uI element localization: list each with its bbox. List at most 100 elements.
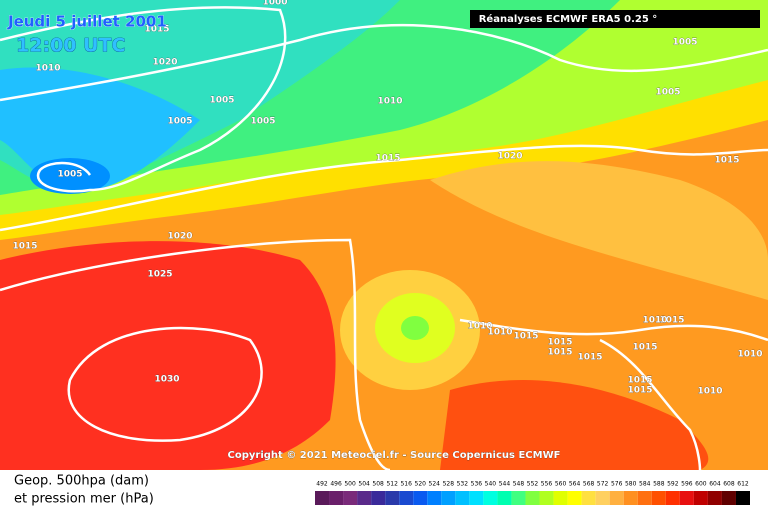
isobar-label: 1005 [672, 38, 697, 48]
isobar-label: 1010 [697, 387, 722, 397]
scale-tick-label: 600 [695, 481, 707, 488]
field-cutoff-green [401, 316, 429, 340]
scale-swatch [665, 491, 680, 505]
isobar-label: 1005 [209, 96, 234, 106]
scale-tick-label: 560 [555, 481, 567, 488]
scale-tick-label: 556 [541, 481, 553, 488]
scale-tick-label: 508 [372, 481, 384, 488]
scale-tick-label: 568 [583, 481, 595, 488]
scale-tick-label: 604 [709, 481, 721, 488]
copyright: Copyright © 2021 Meteociel.fr - Source C… [228, 450, 561, 461]
scale-tick-label: 584 [639, 481, 651, 488]
time-label: 12:00 UTC [16, 35, 125, 57]
legend-line1: Geop. 500hpa (dam) [14, 474, 149, 489]
scale-tick-label: 588 [653, 481, 665, 488]
scale-swatch [385, 491, 400, 505]
isobar-label: 1025 [147, 270, 172, 280]
isobar-label: 1010 [35, 64, 60, 74]
scale-swatch [497, 491, 512, 505]
isobar-label: 1015 [12, 242, 37, 252]
field-darkorange [440, 380, 709, 470]
isobar-label: 1005 [250, 117, 275, 127]
isobar-label: 1010 [467, 322, 492, 332]
scale-swatch [525, 491, 540, 505]
scale-swatch [679, 491, 694, 505]
scale-swatch [483, 491, 498, 505]
scale-swatch [707, 491, 722, 505]
scale-tick-label: 520 [415, 481, 427, 488]
isobar-label: 1015 [659, 316, 684, 326]
scale-tick-label: 592 [667, 481, 679, 488]
scale-tick-label: 524 [429, 481, 441, 488]
isobar-label: 1005 [57, 170, 82, 180]
isobar-label: 1015 [375, 154, 400, 164]
scale-swatch [609, 491, 624, 505]
scale-swatch [693, 491, 708, 505]
isobar-label: 1015 [547, 348, 572, 358]
scale-swatch [413, 491, 428, 505]
scale-tick-label: 552 [527, 481, 539, 488]
scale-swatch [623, 491, 638, 505]
scale-swatch [651, 491, 666, 505]
scale-tick-label: 576 [611, 481, 623, 488]
scale-tick-label: 492 [316, 481, 328, 488]
isobar-label: 1015 [632, 343, 657, 353]
scale-swatch [357, 491, 372, 505]
scale-swatch [399, 491, 414, 505]
scale-swatch [553, 491, 568, 505]
scale-swatch [441, 491, 456, 505]
scale-tick-label: 612 [737, 481, 749, 488]
isobar-label: 1000 [262, 0, 287, 8]
isobar-label: 1015 [714, 156, 739, 166]
isobar-label: 1020 [497, 152, 522, 162]
scale-tick-label: 608 [723, 481, 735, 488]
color-scale: 492 496 500 504 508 512 516 520 524 528 532 536 540 5… [315, 481, 750, 505]
scale-tick-label: 496 [330, 481, 342, 488]
legend-line2: et pression mer (hPa) [14, 492, 154, 507]
scale-swatch [455, 491, 470, 505]
isobar-label: 1015 [547, 338, 572, 348]
scale-tick-label: 596 [681, 481, 693, 488]
field-blue [30, 158, 110, 194]
scale-swatch [637, 491, 652, 505]
isobar-label: 1015 [513, 332, 538, 342]
scale-tick-label: 528 [443, 481, 455, 488]
isobar-label: 1020 [152, 58, 177, 68]
scale-swatch [721, 491, 736, 505]
isobar-label: 1005 [655, 88, 680, 98]
isobar-label: 1030 [154, 375, 179, 385]
date-label: Jeudi 5 juillet 2001 [7, 13, 167, 31]
isobar-label: 1015 [577, 353, 602, 363]
isobars [0, 6, 768, 472]
scale-tick-label: 540 [485, 481, 497, 488]
scale-tick-label: 500 [344, 481, 356, 488]
field-lightorange [430, 161, 768, 300]
scale-tick-label: 580 [625, 481, 637, 488]
scale-tick-label: 564 [569, 481, 581, 488]
source-box [470, 10, 760, 28]
scale-swatch [567, 491, 582, 505]
scale-tick-label: 572 [597, 481, 609, 488]
scale-swatch [539, 491, 554, 505]
scale-swatch [511, 491, 526, 505]
scale-swatch [329, 491, 344, 505]
scale-tick-label: 516 [400, 481, 412, 488]
isobar-label: 1010 [642, 316, 667, 326]
isobar-label: 1010 [377, 97, 402, 107]
scale-tick-label: 548 [513, 481, 525, 488]
field-red [0, 241, 336, 470]
isobar-label: 1015 [627, 376, 652, 386]
scale-tick-label: 532 [457, 481, 469, 488]
scale-tick-label: 544 [499, 481, 511, 488]
isobar-label: 1015 [144, 25, 169, 35]
scale-tick-label: 536 [471, 481, 483, 488]
source-label: Réanalyses ECMWF ERA5 0.25 ° [479, 13, 658, 25]
scale-swatch [343, 491, 358, 505]
isobar-label: 1005 [167, 117, 192, 127]
scale-swatch [371, 491, 386, 505]
isobar-label: 1010 [737, 350, 762, 360]
scale-swatch [469, 491, 484, 505]
